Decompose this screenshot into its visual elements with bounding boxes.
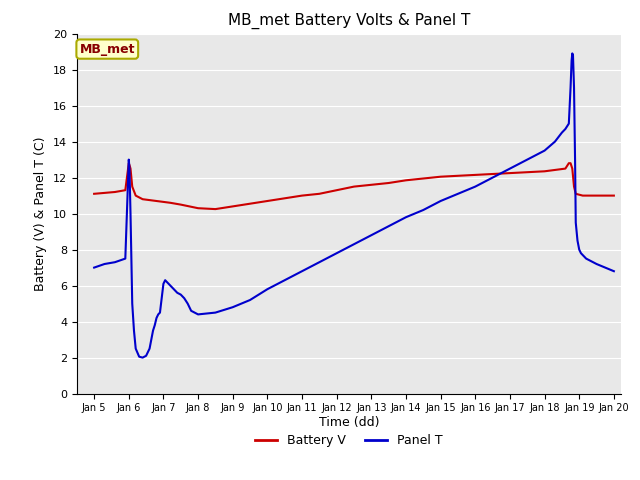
Battery V — [579, 192, 586, 199]
Battery V — [610, 192, 618, 199]
Battery V — [153, 198, 161, 204]
Battery V — [281, 195, 289, 201]
Battery V — [298, 192, 306, 199]
Battery V — [586, 192, 593, 199]
Text: MB_met: MB_met — [79, 43, 135, 56]
X-axis label: Time (dd): Time (dd) — [319, 416, 379, 429]
Battery V — [385, 180, 392, 186]
Panel T — [90, 264, 98, 270]
Battery V — [548, 168, 556, 173]
Panel T — [153, 315, 161, 321]
Battery V — [524, 169, 531, 175]
Battery V — [129, 184, 136, 190]
Battery V — [264, 198, 271, 204]
Battery V — [402, 178, 410, 183]
Battery V — [246, 201, 254, 206]
Legend: Battery V, Panel T: Battery V, Panel T — [250, 429, 448, 452]
Panel T — [246, 297, 254, 303]
Battery V — [100, 190, 108, 196]
Battery V — [367, 182, 375, 188]
Battery V — [229, 204, 237, 209]
Battery V — [194, 205, 202, 211]
Battery V — [436, 174, 444, 180]
Battery V — [506, 170, 514, 176]
Panel T — [568, 50, 576, 56]
Battery V — [568, 166, 576, 171]
Panel T — [575, 247, 583, 252]
Battery V — [127, 166, 134, 171]
Battery V — [593, 192, 600, 199]
Battery V — [139, 196, 147, 202]
Panel T — [170, 286, 178, 292]
Battery V — [566, 160, 574, 166]
Battery V — [125, 162, 133, 168]
Battery V — [350, 184, 358, 190]
Line: Battery V: Battery V — [94, 163, 614, 209]
Y-axis label: Battery (V) & Panel T (C): Battery (V) & Panel T (C) — [35, 136, 47, 291]
Battery V — [316, 191, 323, 197]
Battery V — [125, 160, 132, 166]
Panel T — [569, 52, 577, 58]
Battery V — [132, 192, 140, 199]
Battery V — [575, 192, 583, 198]
Battery V — [561, 166, 569, 171]
Panel T — [572, 156, 579, 162]
Battery V — [489, 171, 497, 177]
Battery V — [419, 176, 427, 181]
Battery V — [541, 168, 548, 174]
Battery V — [166, 200, 174, 205]
Battery V — [333, 187, 340, 193]
Battery V — [472, 172, 479, 178]
Battery V — [570, 184, 578, 190]
Battery V — [555, 167, 563, 172]
Title: MB_met Battery Volts & Panel T: MB_met Battery Volts & Panel T — [228, 13, 470, 29]
Panel T — [610, 268, 618, 274]
Battery V — [603, 192, 611, 199]
Panel T — [139, 355, 147, 360]
Battery V — [146, 197, 154, 203]
Line: Panel T: Panel T — [94, 53, 614, 358]
Battery V — [177, 202, 184, 207]
Battery V — [454, 173, 462, 179]
Battery V — [212, 206, 220, 212]
Battery V — [111, 189, 119, 195]
Battery V — [565, 160, 573, 166]
Battery V — [90, 191, 98, 197]
Battery V — [122, 187, 129, 193]
Battery V — [159, 199, 167, 205]
Battery V — [572, 191, 580, 197]
